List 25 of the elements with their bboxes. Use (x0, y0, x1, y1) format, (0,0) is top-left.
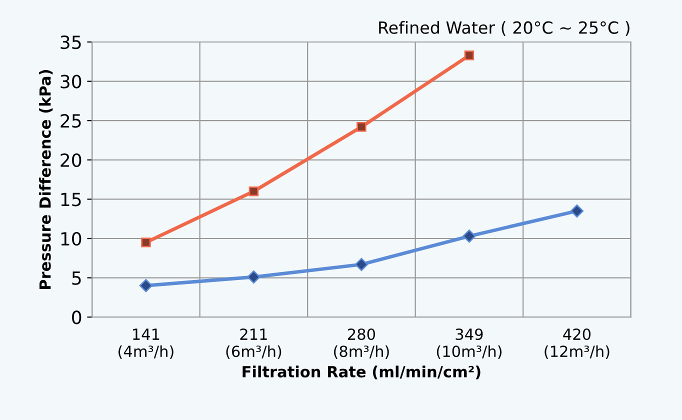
chart-title: Refined Water ( 20°C ~ 25°C ) (379, 21, 630, 36)
x-tick-label: 141 (4m³/h) (118, 328, 174, 359)
y-tick-label: 25 (60, 114, 81, 128)
y-tick-label: 20 (60, 153, 82, 168)
point (570, 204, 584, 218)
x-tick-label: 211 (6m³/h) (226, 328, 282, 359)
y-tick-label: 5 (72, 271, 81, 285)
x-tick-label: 349 (10m³/h) (436, 328, 502, 359)
point (464, 50, 474, 60)
x-tick-label: 420 (12m³/h) (544, 328, 610, 359)
y-tick-label: 10 (61, 232, 82, 246)
point (247, 270, 260, 284)
point (354, 258, 368, 272)
point (356, 122, 366, 132)
point (248, 186, 259, 196)
x-axis-title: Filtration Rate (ml/min/cm²) (242, 366, 480, 380)
y-tick-label: 30 (60, 74, 82, 88)
point (462, 230, 476, 243)
point (141, 238, 151, 248)
y-axis-title: Pressure Difference (kPa) (39, 70, 53, 289)
y-tick-label: 15 (61, 192, 81, 206)
y-tick-label: 0 (72, 310, 82, 324)
y-tick-label: 35 (60, 35, 81, 50)
point (139, 279, 153, 292)
x-tick-label: 280 (8m³/h) (334, 328, 389, 359)
